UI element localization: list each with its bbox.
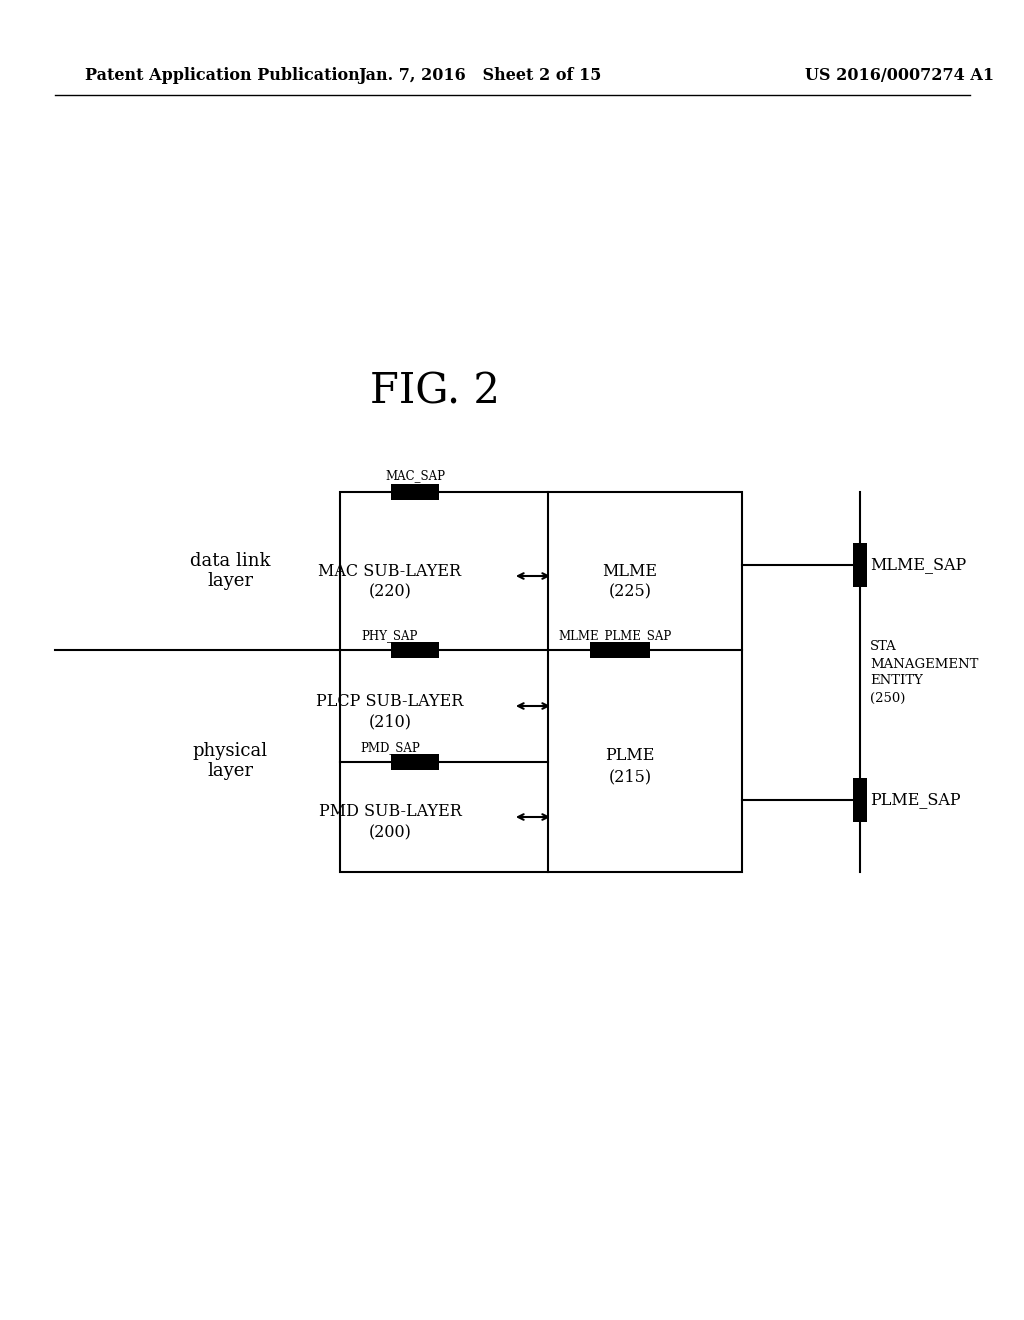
Text: PLCP SUB-LAYER: PLCP SUB-LAYER [316, 693, 464, 710]
Bar [391, 754, 439, 770]
Bar [853, 543, 867, 587]
Text: Jan. 7, 2016   Sheet 2 of 15: Jan. 7, 2016 Sheet 2 of 15 [358, 66, 602, 83]
Bar [391, 484, 439, 500]
Text: STA
MANAGEMENT
ENTITY
(250): STA MANAGEMENT ENTITY (250) [870, 640, 978, 705]
Text: Patent Application Publication: Patent Application Publication [85, 66, 359, 83]
Bar [340, 492, 742, 873]
Text: PMD_SAP: PMD_SAP [360, 741, 420, 754]
Bar [590, 642, 650, 657]
Bar [853, 777, 867, 822]
Text: PHY_SAP: PHY_SAP [361, 630, 418, 642]
Text: (215): (215) [608, 768, 651, 785]
Text: PLME_SAP: PLME_SAP [870, 792, 961, 808]
Text: data link
layer: data link layer [189, 552, 270, 590]
Text: FIG. 2: FIG. 2 [370, 371, 500, 413]
Text: PLME: PLME [605, 747, 654, 764]
Text: MLME_PLME_SAP: MLME_PLME_SAP [558, 630, 672, 642]
Text: (200): (200) [369, 825, 412, 842]
Text: MLME: MLME [602, 562, 657, 579]
Text: MAC SUB-LAYER: MAC SUB-LAYER [318, 562, 462, 579]
Text: PMD SUB-LAYER: PMD SUB-LAYER [318, 804, 462, 821]
Text: US 2016/0007274 A1: US 2016/0007274 A1 [806, 66, 994, 83]
Text: (220): (220) [369, 583, 412, 601]
Bar [391, 642, 439, 657]
Text: (225): (225) [608, 583, 651, 601]
Text: physical
layer: physical layer [193, 742, 267, 780]
Text: MLME_SAP: MLME_SAP [870, 557, 967, 573]
Text: MAC_SAP: MAC_SAP [385, 469, 445, 482]
Text: (210): (210) [369, 714, 412, 730]
